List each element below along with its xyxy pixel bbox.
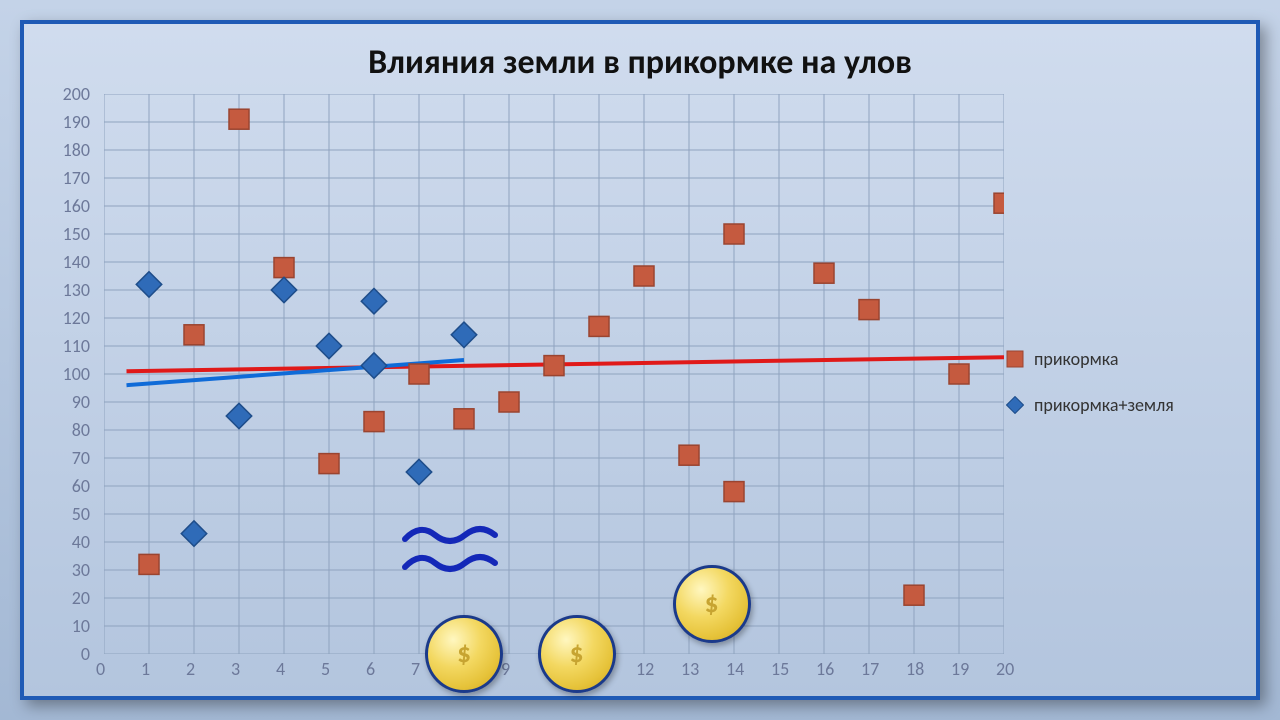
- square-marker: [229, 109, 249, 129]
- square-marker: [589, 316, 609, 336]
- square-marker: [994, 193, 1004, 213]
- square-marker: [184, 325, 204, 345]
- y-tick-label: 50: [72, 503, 90, 525]
- square-marker: [679, 445, 699, 465]
- x-tick-label: 7: [411, 658, 420, 680]
- y-tick-label: 80: [72, 419, 90, 441]
- y-tick-label: 200: [63, 83, 90, 105]
- diamond-icon: [1006, 396, 1024, 414]
- x-tick-label: 17: [861, 658, 879, 680]
- square-marker: [409, 364, 429, 384]
- y-tick-label: 30: [72, 559, 90, 581]
- x-tick-label: 3: [231, 658, 240, 680]
- square-marker: [949, 364, 969, 384]
- square-marker: [364, 412, 384, 432]
- diamond-marker: [316, 333, 341, 358]
- y-tick-label: 100: [63, 363, 90, 385]
- y-tick-label: 120: [63, 307, 90, 329]
- square-marker: [814, 263, 834, 283]
- legend-label: прикормка+земля: [1034, 394, 1174, 416]
- plot-svg: [104, 94, 1004, 654]
- square-marker: [499, 392, 519, 412]
- diamond-marker: [361, 288, 386, 313]
- diamond-marker: [136, 272, 161, 297]
- square-marker: [544, 356, 564, 376]
- y-tick-label: 140: [63, 251, 90, 273]
- square-marker: [859, 300, 879, 320]
- wave-icon: [400, 549, 510, 575]
- coin-icon: $: [673, 565, 751, 643]
- x-tick-label: 19: [951, 658, 969, 680]
- square-icon: [1006, 350, 1024, 368]
- legend-label: прикормка: [1034, 348, 1118, 370]
- x-tick-label: 20: [996, 658, 1014, 680]
- x-tick-label: 14: [726, 658, 744, 680]
- square-marker: [139, 554, 159, 574]
- square-marker: [904, 585, 924, 605]
- y-tick-label: 170: [63, 167, 90, 189]
- x-tick-label: 13: [681, 658, 699, 680]
- y-tick-label: 150: [63, 223, 90, 245]
- wave-icon: [400, 521, 510, 547]
- coin-icon: $: [425, 615, 503, 693]
- diamond-marker: [181, 521, 206, 546]
- x-tick-label: 18: [906, 658, 924, 680]
- y-tick-label: 130: [63, 279, 90, 301]
- x-tick-label: 12: [636, 658, 654, 680]
- x-tick-label: 6: [366, 658, 375, 680]
- diamond-marker: [271, 277, 296, 302]
- x-tick-label: 16: [816, 658, 834, 680]
- chart-title: Влияния земли в прикормке на улов: [24, 42, 1256, 83]
- x-tick-label: 9: [501, 658, 510, 680]
- square-marker: [274, 258, 294, 278]
- x-tick-label: 1: [141, 658, 150, 680]
- plot-area: [104, 94, 1004, 654]
- x-tick-label: 2: [186, 658, 195, 680]
- x-tick-label: 0: [96, 658, 105, 680]
- x-tick-label: 15: [771, 658, 789, 680]
- y-tick-label: 70: [72, 447, 90, 469]
- coin-icon: $: [538, 615, 616, 693]
- diamond-marker: [226, 403, 251, 428]
- square-marker: [634, 266, 654, 286]
- legend-item-prikormka: прикормка: [1006, 348, 1236, 370]
- y-tick-label: 190: [63, 111, 90, 133]
- diamond-marker: [361, 353, 386, 378]
- diamond-marker: [451, 322, 476, 347]
- y-tick-label: 180: [63, 139, 90, 161]
- y-tick-label: 10: [72, 615, 90, 637]
- square-marker: [319, 454, 339, 474]
- y-tick-label: 60: [72, 475, 90, 497]
- x-tick-label: 5: [321, 658, 330, 680]
- square-marker: [724, 224, 744, 244]
- square-marker: [454, 409, 474, 429]
- trendline-prikormka: [127, 357, 1005, 371]
- y-tick-label: 90: [72, 391, 90, 413]
- y-tick-label: 0: [81, 643, 90, 665]
- y-tick-label: 40: [72, 531, 90, 553]
- y-tick-label: 110: [63, 335, 90, 357]
- square-marker: [724, 482, 744, 502]
- y-tick-label: 160: [63, 195, 90, 217]
- legend: прикормка прикормка+земля: [1006, 324, 1236, 440]
- chart-panel: Влияния земли в прикормке на улов 010203…: [20, 20, 1260, 700]
- y-tick-label: 20: [72, 587, 90, 609]
- legend-item-prikormka-zemlya: прикормка+земля: [1006, 394, 1236, 416]
- diamond-marker: [406, 459, 431, 484]
- x-tick-label: 4: [276, 658, 285, 680]
